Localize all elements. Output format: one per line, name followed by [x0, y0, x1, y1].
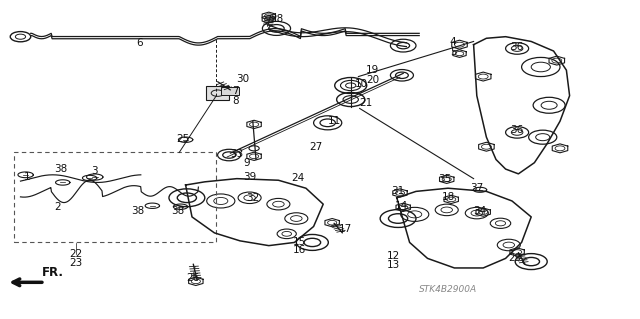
Text: 14: 14	[395, 201, 408, 211]
Text: 34: 34	[474, 205, 486, 216]
Text: STK4B2900A: STK4B2900A	[419, 285, 477, 294]
Bar	[14, 152, 216, 242]
Text: 20: 20	[366, 75, 379, 85]
Text: 13: 13	[387, 260, 399, 270]
Text: 18: 18	[442, 192, 454, 202]
Text: 24: 24	[292, 173, 305, 183]
Bar	[221, 87, 239, 95]
Text: 27: 27	[309, 142, 322, 152]
Text: 32: 32	[246, 193, 259, 203]
Text: 6: 6	[136, 38, 143, 48]
Text: 19: 19	[366, 65, 379, 76]
Text: 16: 16	[293, 245, 306, 256]
Text: 26: 26	[187, 272, 200, 283]
Text: 39: 39	[243, 172, 256, 182]
Text: 1: 1	[24, 172, 30, 182]
Text: 38: 38	[172, 205, 184, 216]
Text: 23: 23	[69, 257, 82, 268]
Text: 29: 29	[509, 253, 522, 263]
Text: 31: 31	[392, 186, 404, 196]
Text: 22: 22	[69, 249, 82, 259]
Text: 36: 36	[511, 42, 524, 52]
Text: 38: 38	[54, 164, 67, 174]
Text: FR.: FR.	[42, 266, 64, 279]
Text: 28: 28	[270, 14, 283, 24]
Text: 3: 3	[92, 166, 98, 176]
Text: 21: 21	[360, 98, 372, 108]
Bar	[206, 86, 229, 100]
Text: 38: 38	[131, 205, 144, 216]
Text: 12: 12	[387, 251, 399, 261]
Text: 9: 9	[243, 158, 250, 168]
Text: 11: 11	[328, 116, 340, 126]
Text: 17: 17	[339, 224, 352, 234]
Text: 10: 10	[355, 78, 367, 89]
Text: 37: 37	[470, 182, 483, 193]
Text: 2: 2	[54, 202, 61, 212]
Text: 33: 33	[230, 149, 243, 159]
Text: 35: 35	[438, 174, 451, 184]
Text: 5: 5	[450, 47, 456, 57]
Text: 30: 30	[237, 74, 250, 84]
Text: 7: 7	[232, 86, 239, 96]
Text: 4: 4	[450, 37, 456, 48]
Text: 15: 15	[293, 237, 306, 247]
Text: 25: 25	[176, 134, 189, 144]
Text: 8: 8	[232, 96, 239, 107]
Text: 36: 36	[511, 125, 524, 135]
